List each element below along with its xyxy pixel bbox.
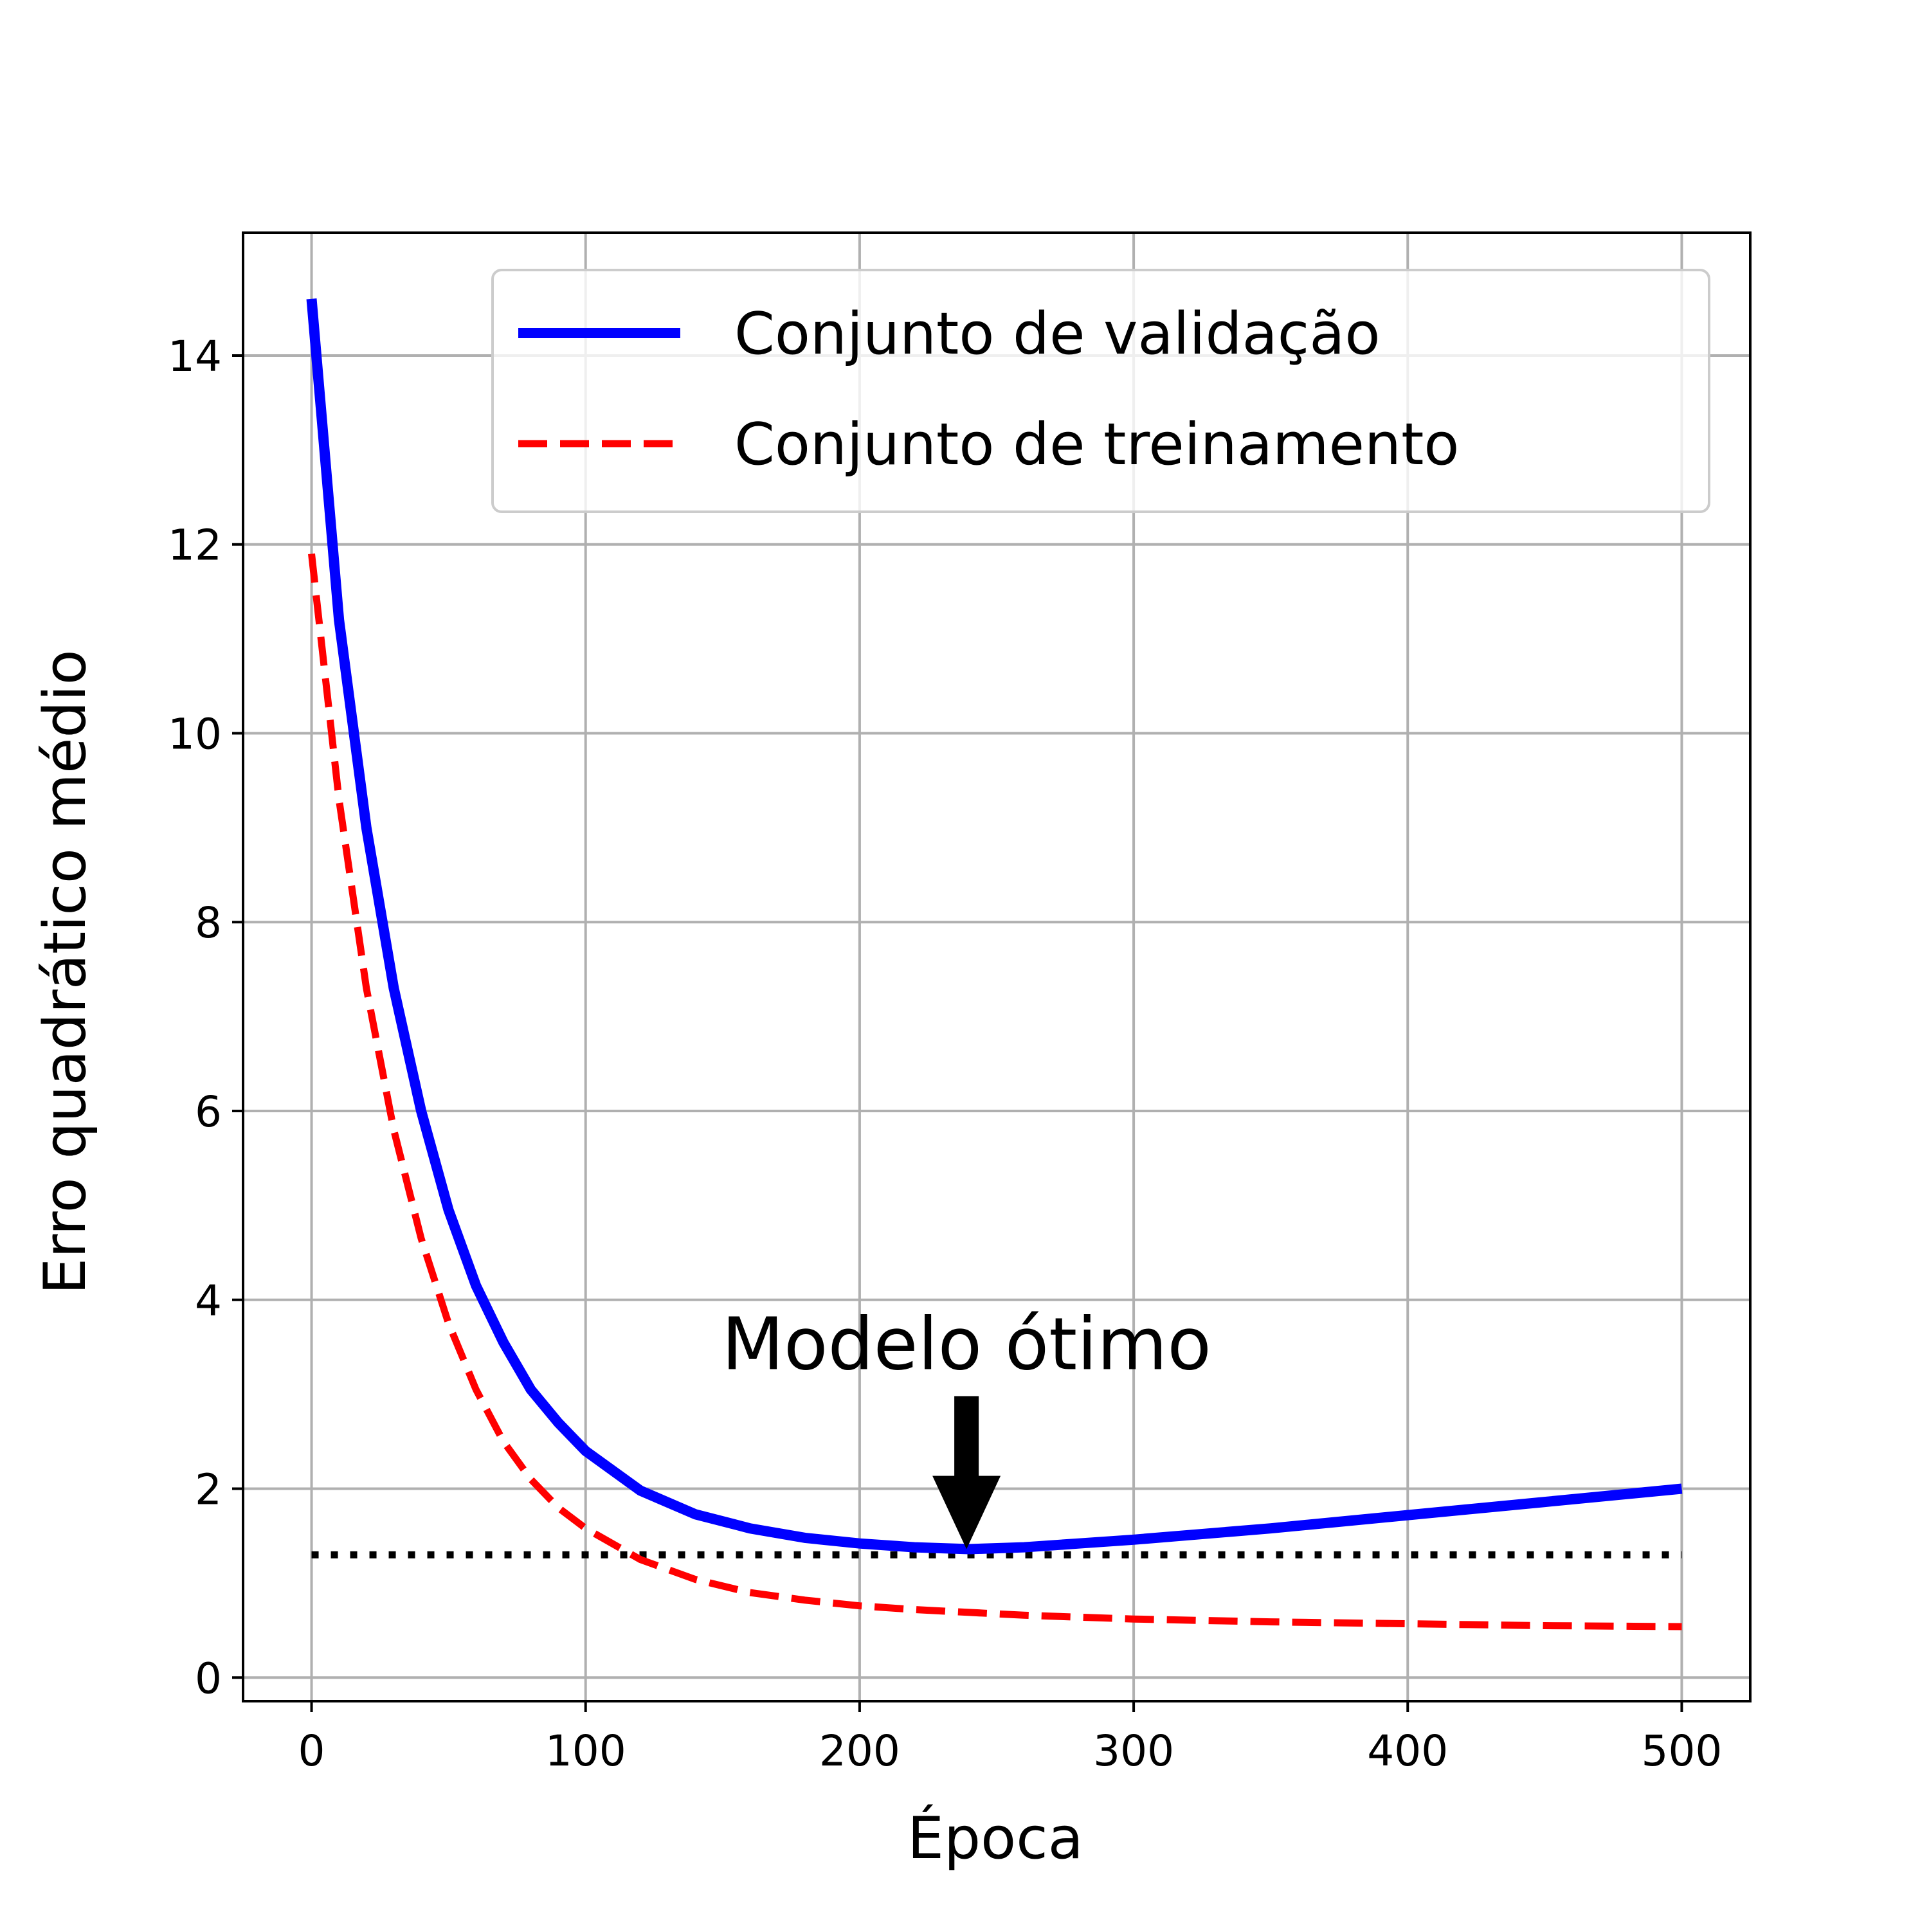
x-tick-label: 300 (1093, 1726, 1174, 1776)
x-tick-label: 0 (298, 1726, 325, 1776)
y-tick-label: 8 (195, 898, 222, 948)
legend-label-validation: Conjunto de validação (734, 300, 1381, 368)
legend: Conjunto de validação Conjunto de treina… (491, 269, 1710, 513)
y-tick-label: 14 (168, 332, 222, 381)
annotation-arrow-shaft (954, 1396, 979, 1476)
legend-box (491, 269, 1710, 513)
legend-label-training: Conjunto de treinamento (734, 411, 1459, 478)
y-axis-label: Erro quadrático médio (32, 649, 99, 1294)
axis-ticks: 0 100 200 300 400 500 0 2 4 6 8 10 12 14 (168, 332, 1722, 1776)
x-axis-label: Época (907, 1803, 1083, 1872)
x-tick-label: 200 (819, 1726, 900, 1776)
y-tick-label: 10 (168, 709, 222, 759)
y-tick-label: 4 (195, 1276, 222, 1326)
annotation-label: Modelo ótimo (721, 1303, 1211, 1387)
y-tick-label: 0 (195, 1654, 222, 1703)
y-tick-label: 6 (195, 1087, 222, 1137)
plot-frame (242, 231, 1752, 1702)
x-tick-label: 500 (1641, 1726, 1722, 1776)
x-tick-label: 100 (545, 1726, 626, 1776)
annotation-arrow-head (932, 1476, 1001, 1549)
y-tick-label: 12 (168, 521, 222, 570)
training-series-line (308, 553, 1682, 1630)
y-tick-label: 2 (195, 1465, 222, 1515)
validation-series-line (306, 298, 1683, 1555)
series-layer (306, 298, 1683, 1630)
annotation-layer: Modelo ótimo (721, 1303, 1211, 1549)
x-tick-label: 400 (1367, 1726, 1448, 1776)
